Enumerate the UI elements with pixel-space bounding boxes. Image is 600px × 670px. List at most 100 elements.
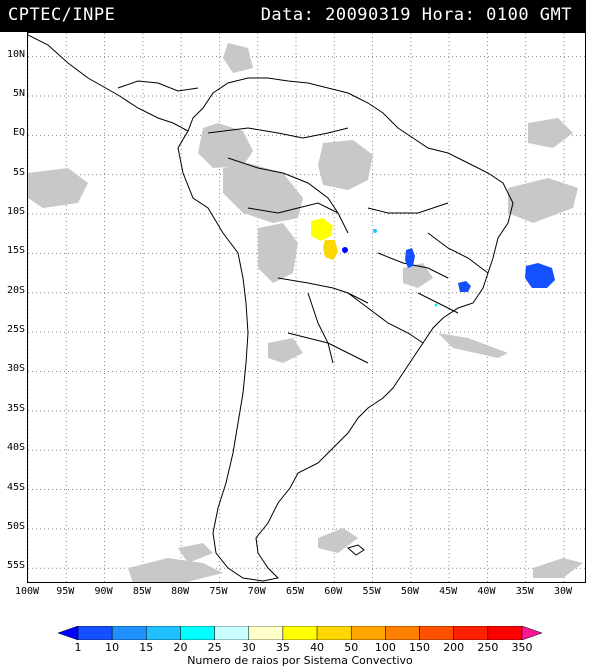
country-border xyxy=(287,332,369,364)
cloud-patch xyxy=(223,43,253,73)
legend-swatch xyxy=(180,626,215,640)
lon-tick-label: 60W xyxy=(324,586,343,597)
legend-swatch xyxy=(385,626,420,640)
legend-tick-label: 200 xyxy=(443,641,465,654)
country-border xyxy=(247,202,349,234)
central-america-outline xyxy=(28,34,189,132)
legend-tick-label: 250 xyxy=(477,641,499,654)
legend-tick-label: 15 xyxy=(139,641,154,654)
map-area xyxy=(27,32,586,583)
cloud-patch xyxy=(258,223,298,283)
lat-tick-label: 35S xyxy=(6,402,25,414)
lat-tick-label: 45S xyxy=(6,481,25,493)
cloud-patch xyxy=(198,123,253,168)
legend-tick-label: 50 xyxy=(344,641,359,654)
legend-tick-label: 20 xyxy=(173,641,188,654)
legend-tick-label: 25 xyxy=(207,641,222,654)
lon-tick-label: 65W xyxy=(285,586,305,597)
cloud-patch xyxy=(318,140,373,190)
lat-tick-label: 25S xyxy=(6,324,25,336)
legend-tick-label: 40 xyxy=(310,641,325,654)
cloud-patch xyxy=(28,168,88,208)
legend-swatch xyxy=(350,626,386,640)
convective-system xyxy=(323,240,338,260)
legend-swatch xyxy=(419,626,454,640)
legend-swatch xyxy=(521,626,542,640)
lon-tick-label: 55W xyxy=(362,586,381,597)
lon-tick-label: 70W xyxy=(247,586,266,597)
legend-swatch xyxy=(214,626,250,640)
country-border xyxy=(377,252,449,279)
lat-tick-label: 5S xyxy=(12,166,25,178)
country-border xyxy=(367,202,449,214)
legend-swatch xyxy=(111,626,147,640)
legend-tick-label: 10 xyxy=(105,641,120,654)
lat-tick-label: 10N xyxy=(6,48,25,60)
legend-tick-label: 150 xyxy=(409,641,431,654)
legend-caption: Numero de raios por Sistema Convectivo xyxy=(187,654,413,667)
cloud-patch xyxy=(268,338,303,363)
lat-tick-label: 15S xyxy=(6,245,25,257)
legend-swatch xyxy=(487,626,523,640)
lon-tick-label: 45W xyxy=(439,586,458,597)
lat-tick-label: 10S xyxy=(6,206,25,218)
lon-tick-label: 30W xyxy=(553,586,573,597)
south-america-outline xyxy=(177,77,514,582)
convective-system xyxy=(311,218,333,241)
country-border xyxy=(207,127,349,139)
cloud-cover-layer xyxy=(28,43,583,582)
convective-system xyxy=(342,247,348,253)
legend-tick-label: 100 xyxy=(374,641,396,654)
lon-tick-label: 85W xyxy=(132,586,151,597)
lon-tick-label: 90W xyxy=(94,586,113,597)
lat-tick-label: 20S xyxy=(6,284,25,296)
convective-systems-layer xyxy=(311,218,555,307)
lon-tick-label: 50W xyxy=(400,586,419,597)
country-border xyxy=(427,232,489,274)
map-header: CPTEC/INPE Data: 20090319 Hora: 0100 GMT xyxy=(0,0,586,32)
lon-tick-label: 95W xyxy=(56,586,75,597)
lon-tick-label: 75W xyxy=(209,586,228,597)
lat-tick-label: 5N xyxy=(12,87,25,99)
datetime-label: Data: 20090319 Hora: 0100 GMT xyxy=(260,5,572,25)
legend-swatch xyxy=(316,626,352,640)
lon-tick-label: 35W xyxy=(515,586,534,597)
lat-tick-label: 30S xyxy=(6,363,25,375)
convective-system xyxy=(458,281,471,292)
lon-tick-label: 40W xyxy=(477,586,496,597)
convective-system xyxy=(434,303,438,307)
lat-lon-grid xyxy=(28,33,585,582)
country-border xyxy=(227,157,339,214)
country-border xyxy=(417,292,459,314)
legend-swatch xyxy=(248,626,284,640)
legend-tick-label: 35 xyxy=(275,641,290,654)
legend-swatch xyxy=(282,626,318,640)
lat-tick-label: EQ xyxy=(12,127,25,139)
legend-tick-label: 350 xyxy=(511,641,533,654)
lat-tick-label: 55S xyxy=(6,560,25,572)
cloud-patch xyxy=(438,333,508,358)
cloud-patch xyxy=(223,163,303,223)
lon-tick-label: 100W xyxy=(14,586,40,597)
legend-swatch xyxy=(77,626,113,640)
map-canvas xyxy=(28,33,585,582)
cloud-patch xyxy=(528,118,573,148)
color-legend-bar xyxy=(58,626,542,640)
coastline-layer xyxy=(28,34,514,582)
cloud-patch xyxy=(533,558,583,578)
legend-swatch xyxy=(453,626,489,640)
lon-tick-label: 80W xyxy=(171,586,190,597)
lat-tick-label: 50S xyxy=(6,520,25,532)
cloud-patch xyxy=(403,263,433,288)
cloud-patch xyxy=(128,558,223,582)
country-border xyxy=(277,277,369,304)
lat-tick-label: 40S xyxy=(6,442,25,454)
convective-system xyxy=(525,263,555,288)
legend-swatch xyxy=(146,626,181,640)
cloud-patch xyxy=(318,528,358,553)
caribbean-coast xyxy=(117,80,199,92)
source-label: CPTEC/INPE xyxy=(8,5,116,25)
country-border xyxy=(347,292,424,344)
country-border xyxy=(307,292,334,364)
cloud-patch xyxy=(178,543,213,563)
